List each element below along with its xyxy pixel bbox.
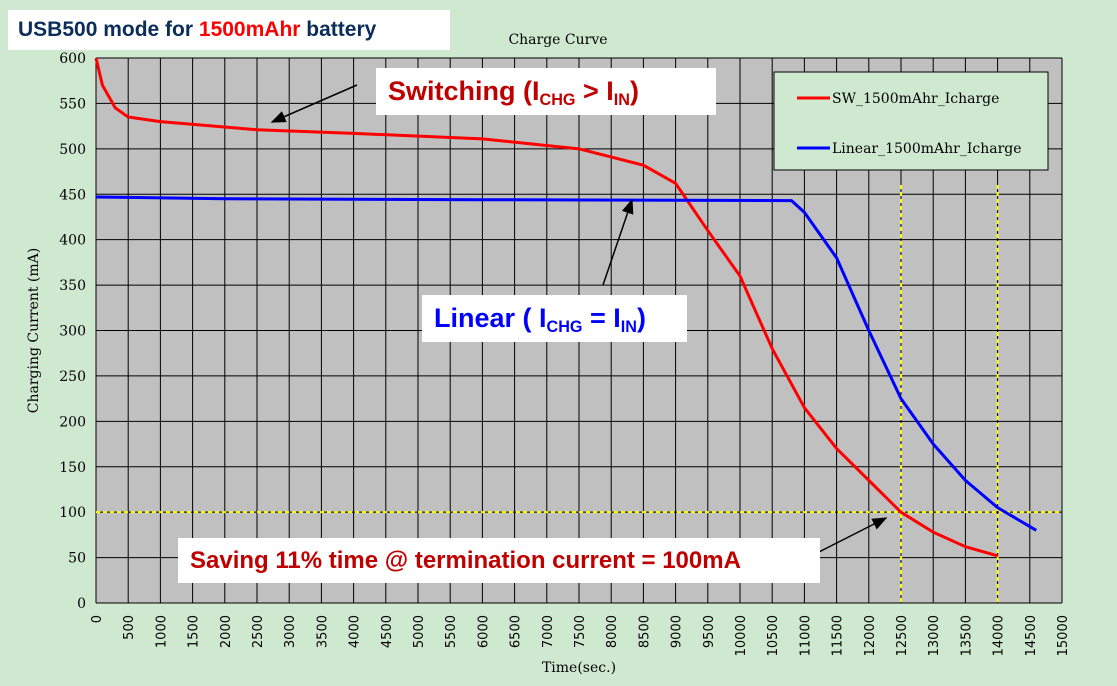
x-tick-label: 13500 bbox=[959, 615, 974, 656]
x-tick-label: 7000 bbox=[541, 615, 556, 648]
x-tick-label: 12500 bbox=[895, 615, 910, 656]
x-tick-label: 5500 bbox=[444, 615, 459, 648]
linear-text-mid: = I bbox=[582, 303, 621, 333]
x-tick-label: 500 bbox=[122, 615, 137, 640]
x-tick-label: 1500 bbox=[187, 615, 202, 648]
y-tick-label: 100 bbox=[59, 505, 86, 521]
x-tick-label: 12000 bbox=[863, 615, 878, 656]
switching-series-line bbox=[94, 57, 999, 558]
x-tick-label: 0 bbox=[90, 615, 105, 623]
y-axis-label: Charging Current (mA) bbox=[26, 248, 42, 413]
banner-part3: battery bbox=[300, 18, 377, 41]
x-axis-label: Time(sec.) bbox=[542, 660, 616, 676]
x-tick-label: 14000 bbox=[992, 615, 1007, 656]
y-tick-label: 600 bbox=[59, 51, 86, 67]
annotation-arrow bbox=[270, 84, 358, 123]
x-tick-label: 2500 bbox=[251, 615, 266, 648]
y-tick-label: 0 bbox=[77, 596, 86, 612]
x-tick-label: 1000 bbox=[154, 615, 169, 648]
x-tick-label: 10500 bbox=[766, 615, 781, 656]
y-tick-label: 300 bbox=[59, 324, 86, 340]
x-tick-label: 8500 bbox=[637, 615, 652, 648]
x-tick-label: 14500 bbox=[1024, 615, 1039, 656]
linear-annotation: Linear ( ICHG = IIN) bbox=[422, 295, 687, 342]
x-tick-label: 3000 bbox=[283, 615, 298, 648]
switching-text-mid: > I bbox=[575, 76, 614, 106]
y-tick-label: 150 bbox=[59, 460, 86, 476]
chart-title: Charge Curve bbox=[508, 32, 607, 48]
y-tick-label: 350 bbox=[59, 278, 86, 294]
switching-sub-in: IN bbox=[613, 90, 630, 109]
legend-label: SW_1500mAhr_Icharge bbox=[832, 91, 999, 107]
x-tick-label: 5000 bbox=[412, 615, 427, 648]
x-tick-label: 2000 bbox=[219, 615, 234, 648]
x-tick-label: 3500 bbox=[315, 615, 330, 648]
linear-text: Linear ( I bbox=[434, 303, 547, 333]
linear-series-line bbox=[95, 195, 1037, 532]
y-tick-label: 50 bbox=[68, 551, 86, 567]
x-tick-label: 6000 bbox=[476, 615, 491, 648]
banner-part2: 1500mAhr bbox=[198, 18, 301, 41]
y-tick-label: 200 bbox=[59, 414, 86, 430]
banner-title: USB500 mode for 1500mAhr battery bbox=[8, 10, 450, 50]
switching-sub-chg: CHG bbox=[539, 90, 576, 109]
x-tick-label: 4500 bbox=[380, 615, 395, 648]
y-tick-label: 450 bbox=[59, 187, 86, 203]
saving-annotation: Saving 11% time @ termination current = … bbox=[178, 538, 820, 583]
annotation-arrow bbox=[602, 198, 634, 286]
annotation-arrow bbox=[812, 517, 888, 556]
x-tick-label: 9500 bbox=[702, 615, 717, 648]
y-tick-label: 500 bbox=[59, 142, 86, 158]
banner-part1: USB500 mode for bbox=[18, 18, 199, 41]
linear-sub-in: IN bbox=[620, 317, 637, 336]
x-tick-label: 10000 bbox=[734, 615, 749, 656]
y-tick-label: 250 bbox=[59, 369, 86, 385]
x-tick-label: 9000 bbox=[670, 615, 685, 648]
switching-annotation: Switching (ICHG > IIN) bbox=[376, 68, 716, 115]
linear-sub-chg: CHG bbox=[546, 317, 583, 336]
legend-box bbox=[773, 71, 1049, 171]
x-tick-label: 11500 bbox=[831, 615, 846, 656]
y-tick-label: 400 bbox=[59, 233, 86, 249]
y-tick-label: 550 bbox=[59, 96, 86, 112]
x-tick-label: 15000 bbox=[1056, 615, 1071, 656]
x-tick-label: 13000 bbox=[927, 615, 942, 656]
x-tick-label: 7500 bbox=[573, 615, 588, 648]
switching-text: Switching (I bbox=[388, 76, 540, 106]
x-tick-label: 8000 bbox=[605, 615, 620, 648]
x-tick-label: 4000 bbox=[348, 615, 363, 648]
switching-text-post: ) bbox=[629, 76, 639, 106]
x-tick-label: 11000 bbox=[798, 615, 813, 656]
legend-label: Linear_1500mAhr_Icharge bbox=[832, 141, 1022, 157]
x-tick-label: 6500 bbox=[509, 615, 524, 648]
linear-text-post: ) bbox=[636, 303, 646, 333]
